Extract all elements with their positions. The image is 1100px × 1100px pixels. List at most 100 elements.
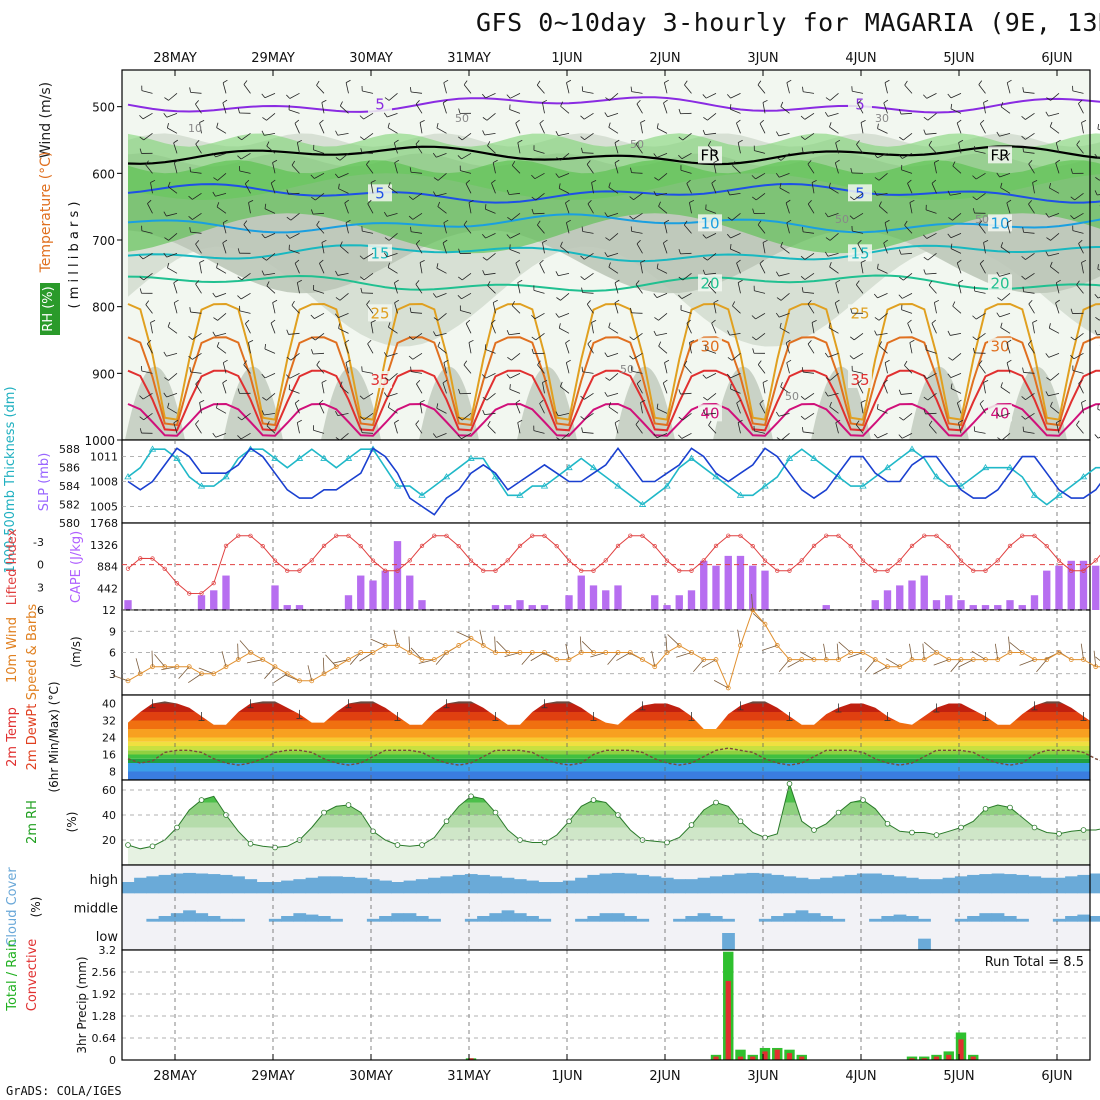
li-point: [125, 566, 131, 571]
wind-barb-flag: [408, 336, 414, 340]
wind-barb: [860, 122, 864, 134]
wind-barb: [166, 392, 178, 398]
cloud-cell: [942, 877, 956, 894]
li-point: [799, 558, 804, 563]
wind-barb-flag: [997, 297, 1002, 301]
rh-point: [1080, 827, 1087, 833]
wind-barb-flag: [310, 314, 315, 319]
wind-barb: [978, 364, 986, 374]
wind-barb: [241, 413, 251, 421]
wind-barb: [266, 425, 276, 434]
precip-convective-bar: [468, 1058, 474, 1060]
cloud-cell: [709, 916, 723, 922]
wind-barb-flag: [702, 129, 706, 135]
wind-barb-flag: [878, 201, 882, 207]
cloud-cell: [783, 913, 797, 922]
isotherm-label-bg: [988, 146, 1012, 164]
precip-convective-bar: [958, 1039, 964, 1060]
wind-barb: [486, 113, 496, 121]
wind-barb: [190, 231, 202, 234]
wind-barb: [587, 203, 594, 214]
wind-barb: [492, 302, 496, 314]
wind-barb-flag: [1097, 123, 1099, 130]
rh-units-label: (%): [65, 812, 79, 833]
wind-barb: [367, 343, 374, 354]
wind-barb: [509, 232, 521, 239]
temp-tick-label: 40: [102, 698, 116, 711]
cloud-cell: [660, 877, 674, 894]
wind-barb: [686, 183, 692, 194]
wind-barb-flag: [801, 147, 804, 153]
wind-barb-flag: [174, 299, 179, 304]
wind-barb-flag: [997, 157, 1002, 161]
wind-barb: [1095, 656, 1100, 661]
wind-barb-flag: [898, 434, 903, 439]
thickness-tick-label: 586: [59, 462, 80, 475]
wind-barb: [807, 163, 815, 174]
cape-bar: [981, 605, 990, 610]
wind-barb-flag: [581, 147, 583, 153]
li-point: [162, 566, 167, 571]
wind-barb-flag: [780, 241, 783, 247]
cloud-cell: [415, 916, 429, 922]
wind-barb-flag: [164, 237, 169, 241]
cloud-cell: [807, 913, 821, 922]
wind-barb: [757, 84, 766, 94]
cape-bar: [1043, 570, 1051, 610]
wind-barb: [539, 263, 545, 274]
wind-barb-flag: [515, 399, 521, 404]
wind-barb: [393, 629, 398, 646]
wind-barb-flag: [383, 252, 388, 258]
wind-barb: [147, 203, 153, 214]
wind-barb: [492, 162, 496, 174]
wind-barb-flag: [1000, 182, 1003, 188]
wind-barb-flag: [702, 269, 706, 275]
wind-barb: [173, 302, 178, 314]
wind-barb: [663, 102, 668, 114]
thickness-point: [320, 454, 328, 461]
li-point: [260, 544, 265, 549]
wind-barb-flag: [1081, 259, 1087, 263]
date-label-bottom: 30MAY: [349, 1069, 393, 1084]
isotherm-label: 30: [700, 338, 719, 356]
wind-barb-flag: [950, 243, 953, 249]
wind-barb-flag: [580, 276, 585, 280]
wind-barb-flag: [145, 300, 150, 305]
wind-barb: [1009, 642, 1023, 653]
cloud-cell: [207, 874, 221, 894]
thickness-point: [761, 482, 769, 489]
wind-barb: [322, 657, 325, 674]
wind-barb: [1048, 392, 1060, 397]
wind-barb-flag: [996, 312, 1000, 318]
wind-barb: [827, 392, 839, 397]
wind-barb: [581, 641, 594, 653]
wind-barb-flag: [780, 382, 783, 387]
wind-barb: [1001, 293, 1011, 301]
wind-barb: [537, 364, 545, 374]
wind-barb-flag: [565, 199, 570, 204]
wind-barb-flag: [195, 140, 200, 145]
wind-barb: [855, 284, 864, 294]
wind-barb-flag: [539, 259, 544, 264]
y-tick-label: 700: [92, 234, 115, 248]
wind-barb: [245, 323, 251, 334]
wind-barb: [1097, 194, 1100, 196]
wind-barb: [154, 654, 166, 667]
wind-barb-flag: [751, 315, 756, 320]
wind-barb: [901, 392, 913, 395]
wind-barb: [778, 412, 790, 417]
rh-contour-label: 50: [455, 112, 469, 125]
wind-barb: [463, 84, 472, 94]
date-label-top: 4JUN: [845, 51, 876, 66]
wind-barb: [264, 348, 276, 354]
wind-barb-flag: [856, 140, 860, 145]
wind-barb: [344, 202, 349, 214]
wind-barb: [264, 372, 276, 379]
wind-barb: [190, 311, 202, 314]
wind-barb-flag: [433, 191, 437, 197]
thickness-point: [1055, 491, 1063, 498]
wind-barb: [485, 92, 496, 99]
wind-barb-flag: [972, 347, 975, 353]
wind-barb-flag: [468, 199, 474, 203]
wind-barb-flag: [531, 196, 537, 201]
